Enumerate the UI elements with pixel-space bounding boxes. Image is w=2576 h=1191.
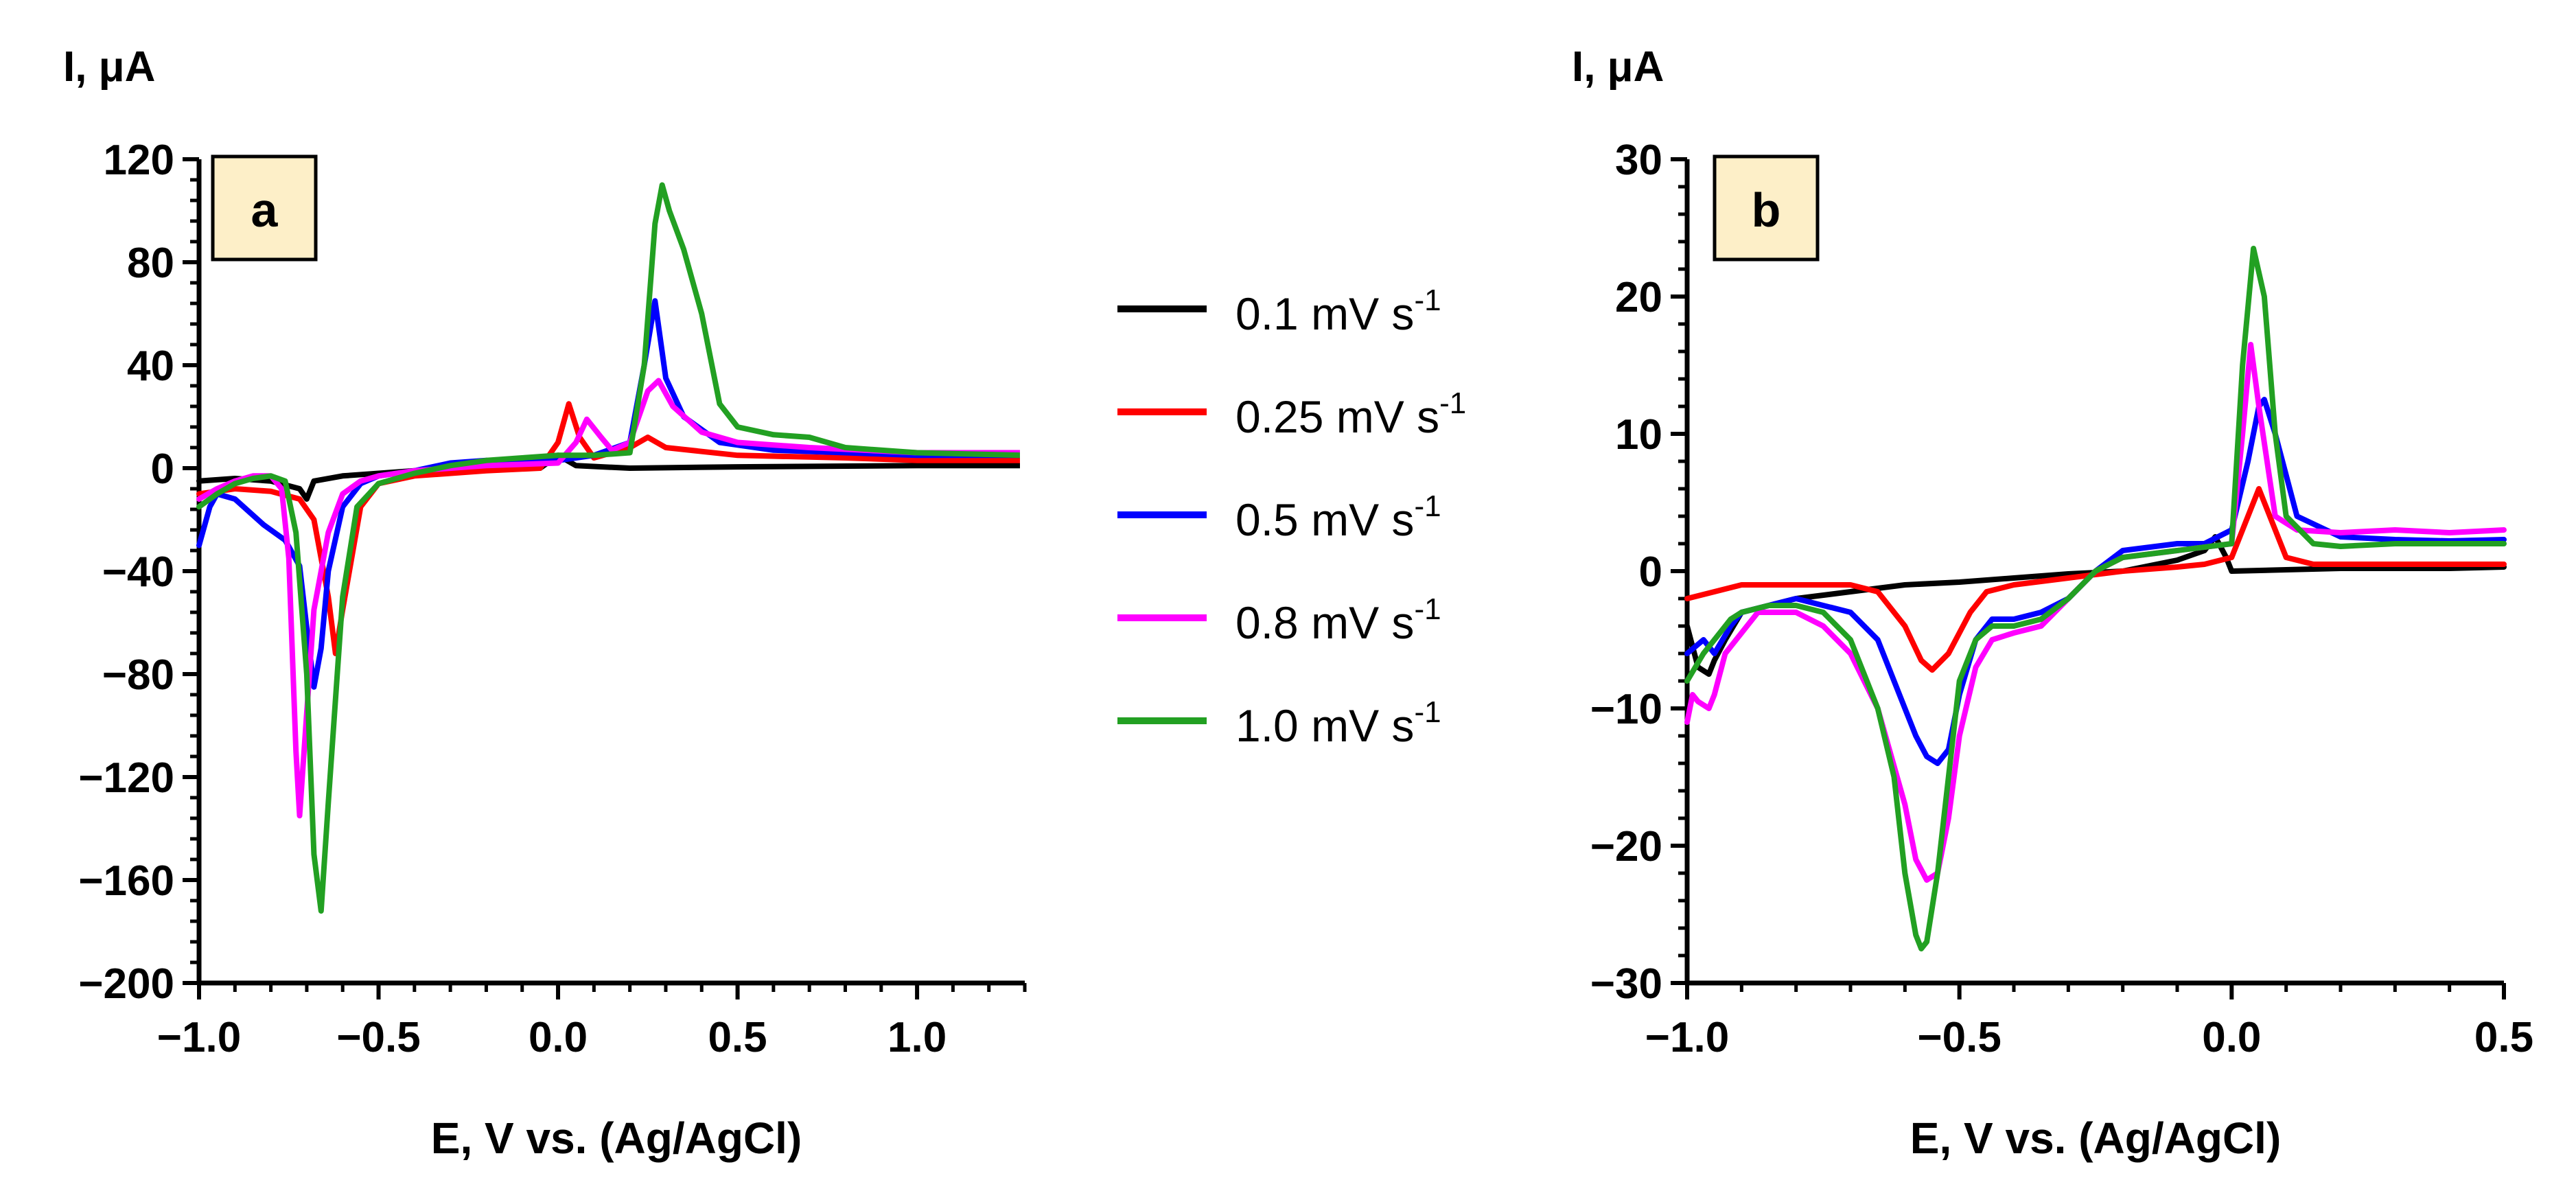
legend-item-3: 0.8 mV s-1 [1117,592,1441,648]
panel-b-axes: 30 20 10 0 −10 −20 −30 −1.0 −0.5 0.0 0.5 [1590,137,2533,1061]
legend-sup-4: -1 [1414,695,1441,729]
panel-a-xlabel: E, V vs. (Ag/AgCl) [431,1113,802,1163]
panel-a-ytick-label: −200 [78,960,174,1008]
panel-b-xlabel: E, V vs. (Ag/AgCl) [1910,1113,2282,1163]
panel-b-series-line-2 [1684,397,2507,766]
panel-a-ytick-label: −120 [78,754,174,802]
legend-sup-0: -1 [1414,284,1441,317]
panel-a-label-box [211,154,318,262]
legend-label-2: 0.5 mV s [1235,494,1414,545]
panel-a-axes: 120 80 40 0 −40 −80 −120 −160 −200 −1.0 −0.5 0.0 0.5… [78,137,1027,1061]
legend-label-0: 0.1 mV s [1235,288,1414,339]
panel-a-ytick-label: 40 [127,343,174,390]
panel-b-xtick-label: −1.0 [1645,1014,1729,1061]
panel-b-ytick-label: −10 [1590,686,1662,733]
panel-a-ylabel: I, μA [63,43,155,91]
svg-text:0.8 mV s-1: 0.8 mV s-1 [1235,592,1441,648]
svg-text:0.1 mV s-1: 0.1 mV s-1 [1235,284,1441,339]
panel-b-ytick-label: 30 [1615,137,1662,184]
legend-sup-1: -1 [1439,386,1466,420]
panel-b-xtick-label: 0.5 [2474,1014,2533,1061]
svg-text:1.0 mV s-1: 1.0 mV s-1 [1235,695,1441,751]
panel-b-ytick-label: 0 [1639,548,1662,596]
panel-b-ytick-label: −20 [1590,823,1662,870]
panel-b-ylabel: I, μA [1572,43,1664,91]
panel-a: I, μA E, V vs. (Ag/AgCl) 120 80 40 0 −40 −80 −… [63,43,1027,1163]
panel-a-series-line-1 [196,401,1020,656]
panel-a-xtick-label: −1.0 [157,1014,241,1061]
panel-b-series-line-4 [1684,246,2507,951]
panel-a-ytick-label: −80 [102,651,174,699]
legend-sup-3: -1 [1414,592,1441,626]
panel-a-label: a [251,183,279,237]
panel-a-xtick-label: 0.0 [529,1014,588,1061]
panel-b-series [1684,246,2507,951]
panel-b-series-line-0 [1684,534,2507,677]
panel-b: I, μA E, V vs. (Ag/AgCl) 30 20 10 0 −10 −20 −3… [1572,43,2533,1163]
panel-b-ytick-label: −30 [1590,960,1662,1008]
svg-text:0.25 mV s-1: 0.25 mV s-1 [1235,386,1466,442]
panel-a-series-line-3 [196,378,1020,819]
panel-a-ytick-label: 120 [104,137,174,184]
panel-a-ytick-label: 0 [151,446,174,493]
panel-b-label-box [1713,154,1820,262]
legend-label-3: 0.8 mV s [1235,597,1414,648]
legend-label-4: 1.0 mV s [1235,700,1414,751]
svg-text:0.5 mV s-1: 0.5 mV s-1 [1235,489,1441,545]
panel-a-ytick-label: 80 [127,240,174,287]
panel-b-xtick-label: −0.5 [1917,1014,2001,1061]
panel-a-series-line-4 [196,182,1020,914]
legend-label-1: 0.25 mV s [1235,391,1439,442]
panel-a-xtick-label: 1.0 [887,1014,947,1061]
legend-item-0: 0.1 mV s-1 [1117,284,1441,339]
panel-a-series-line-2 [196,298,1020,690]
legend: 0.1 mV s-1 0.25 mV s-1 0.5 mV s-1 0.8 mV… [1117,284,1466,751]
panel-b-ytick-label: 20 [1615,274,1662,321]
legend-item-1: 0.25 mV s-1 [1117,386,1466,442]
panel-a-xtick-label: 0.5 [708,1014,767,1061]
legend-sup-2: -1 [1414,489,1441,523]
panel-a-xtick-label: −0.5 [336,1014,420,1061]
legend-item-4: 1.0 mV s-1 [1117,695,1441,751]
panel-b-series-line-1 [1684,486,2507,673]
legend-item-2: 0.5 mV s-1 [1117,489,1441,545]
panel-b-ytick-label: 10 [1615,411,1662,459]
panel-b-series-line-3 [1684,342,2507,883]
panel-a-ytick-label: −40 [102,548,174,596]
panel-b-xtick-label: 0.0 [2202,1014,2261,1061]
panel-a-series [196,182,1020,914]
panel-a-ytick-label: −160 [78,857,174,905]
panel-b-label: b [1752,183,1781,237]
